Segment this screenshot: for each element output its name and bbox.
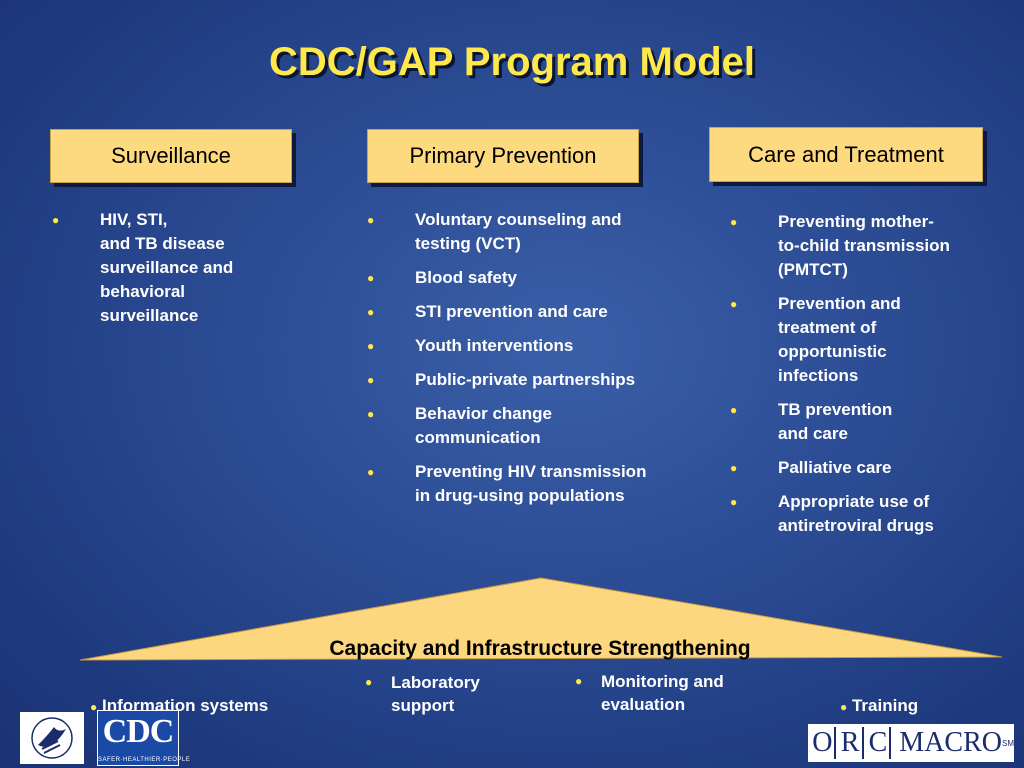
bullet-icon: ● [367, 339, 375, 353]
bullet-icon: ● [730, 297, 738, 311]
list-item-text: Voluntary counseling and testing (VCT) [415, 210, 622, 253]
header-box-surveillance: Surveillance [50, 129, 292, 183]
surveillance-list: ● HIV, STI, and TB disease surveillance … [52, 208, 312, 338]
orc-letter: R [838, 727, 864, 759]
header-box-primary-prevention: Primary Prevention [367, 129, 639, 183]
capacity-item-monitoring-evaluation: ● Monitoring and evaluation [575, 670, 724, 716]
macro-text: MACRO [899, 727, 1002, 758]
bullet-icon: ● [730, 215, 738, 229]
list-item: ● HIV, STI, and TB disease surveillance … [52, 208, 312, 328]
bullet-icon: ● [367, 407, 375, 421]
list-item-text: TB prevention and care [778, 400, 893, 443]
list-item-text: Public-private partnerships [415, 370, 636, 389]
cdc-logo-text: CDC [102, 713, 175, 750]
list-item: ● Behavior change communication [367, 402, 707, 450]
list-item-text: Youth interventions [415, 336, 574, 355]
bullet-icon: ● [575, 674, 583, 688]
header-label-care-treatment: Care and Treatment [748, 141, 944, 167]
list-item: ● Preventing mother- to-child transmissi… [730, 210, 1020, 282]
service-mark: SM [1002, 738, 1014, 748]
orc-macro-logo: O R C MACRO SM [808, 724, 1014, 762]
list-item-text: Preventing mother- to-child transmission… [778, 212, 950, 279]
bullet-icon: ● [730, 403, 738, 417]
capacity-item-text: Training [851, 696, 919, 715]
list-item-text: Behavior change communication [415, 404, 552, 447]
slide-title: CDC/GAP Program Model [269, 40, 755, 84]
list-item: ● STI prevention and care [367, 300, 707, 324]
bullet-icon: ● [840, 700, 848, 714]
list-item: ● Palliative care [730, 456, 1020, 480]
orc-letter: O [811, 727, 836, 759]
list-item-text: HIV, STI, and TB disease surveillance an… [100, 210, 234, 325]
bullet-icon: ● [367, 373, 375, 387]
list-item: ● Prevention and treatment of opportunis… [730, 292, 1020, 388]
capacity-item-text: Monitoring and evaluation [601, 672, 724, 714]
bullet-icon: ● [367, 465, 375, 479]
bullet-icon: ● [730, 461, 738, 475]
list-item: ● Youth interventions [367, 334, 707, 358]
prevention-list: ● Voluntary counseling and testing (VCT)… [367, 208, 707, 518]
list-item: ● Voluntary counseling and testing (VCT) [367, 208, 707, 256]
orc-letter: C [866, 727, 892, 759]
list-item-text: Blood safety [415, 268, 518, 287]
list-item: ● Blood safety [367, 266, 707, 290]
eagle-icon [31, 717, 73, 759]
capacity-item-training: ● Training [840, 671, 918, 719]
list-item: ● Public-private partnerships [367, 368, 707, 392]
bullet-icon: ● [52, 213, 60, 227]
care-list: ● Preventing mother- to-child transmissi… [730, 210, 1020, 548]
list-item-text: Prevention and treatment of opportunisti… [778, 294, 901, 385]
bullet-icon: ● [367, 271, 375, 285]
capacity-item-laboratory-support: ● Laboratory support [365, 671, 480, 717]
list-item: ● Appropriate use of antiretroviral drug… [730, 490, 1020, 538]
list-item-text: Palliative care [778, 458, 892, 477]
capacity-item-text: Laboratory support [391, 673, 480, 715]
header-box-care-treatment: Care and Treatment [709, 127, 983, 182]
capacity-title: Capacity and Infrastructure Strengthenin… [329, 637, 751, 660]
bullet-icon: ● [730, 495, 738, 509]
list-item-text: STI prevention and care [415, 302, 608, 321]
bullet-icon: ● [367, 213, 375, 227]
list-item: ● Preventing HIV transmission in drug-us… [367, 460, 707, 508]
bullet-icon: ● [367, 305, 375, 319]
bullet-icon: ● [365, 675, 373, 689]
list-item-text: Appropriate use of antiretroviral drugs [778, 492, 934, 535]
list-item-text: Preventing HIV transmission in drug-usin… [415, 462, 647, 505]
header-label-primary-prevention: Primary Prevention [409, 143, 597, 168]
cdc-logo-tagline: SAFER·HEALTHIER·PEOPLE [98, 757, 191, 763]
hhs-eagle-logo [20, 712, 84, 764]
list-item: ● TB prevention and care [730, 398, 1020, 446]
bullet-icon: ● [90, 700, 98, 714]
header-label-surveillance: Surveillance [111, 143, 231, 168]
cdc-logo: CDC SAFER·HEALTHIER·PEOPLE [97, 710, 191, 766]
